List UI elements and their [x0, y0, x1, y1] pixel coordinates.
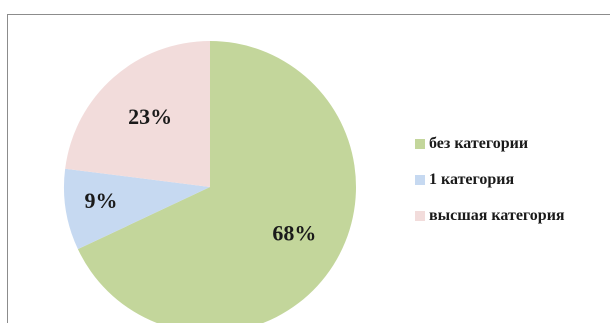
data-label-0: 68% [272, 221, 316, 246]
chart-legend: без категории 1 категория высшая категор… [415, 131, 565, 239]
legend-swatch [415, 139, 425, 149]
pie-slice-0 [77, 41, 356, 323]
data-label-2: 23% [128, 104, 172, 129]
data-label-1: 9% [85, 188, 118, 213]
legend-swatch [415, 211, 425, 221]
legend-label: высшая категория [429, 207, 565, 224]
legend-swatch [415, 175, 425, 185]
legend-label: 1 категория [429, 171, 515, 188]
pie-slice-2 [65, 41, 211, 187]
legend-item-bez-kategorii: без категории [415, 131, 565, 157]
pie-slice-1 [64, 168, 210, 250]
legend-item-1-kategoriya: 1 категория [415, 167, 565, 193]
legend-item-vysshaya-kategoriya: высшая категория [415, 203, 565, 229]
legend-label: без категории [429, 135, 529, 152]
